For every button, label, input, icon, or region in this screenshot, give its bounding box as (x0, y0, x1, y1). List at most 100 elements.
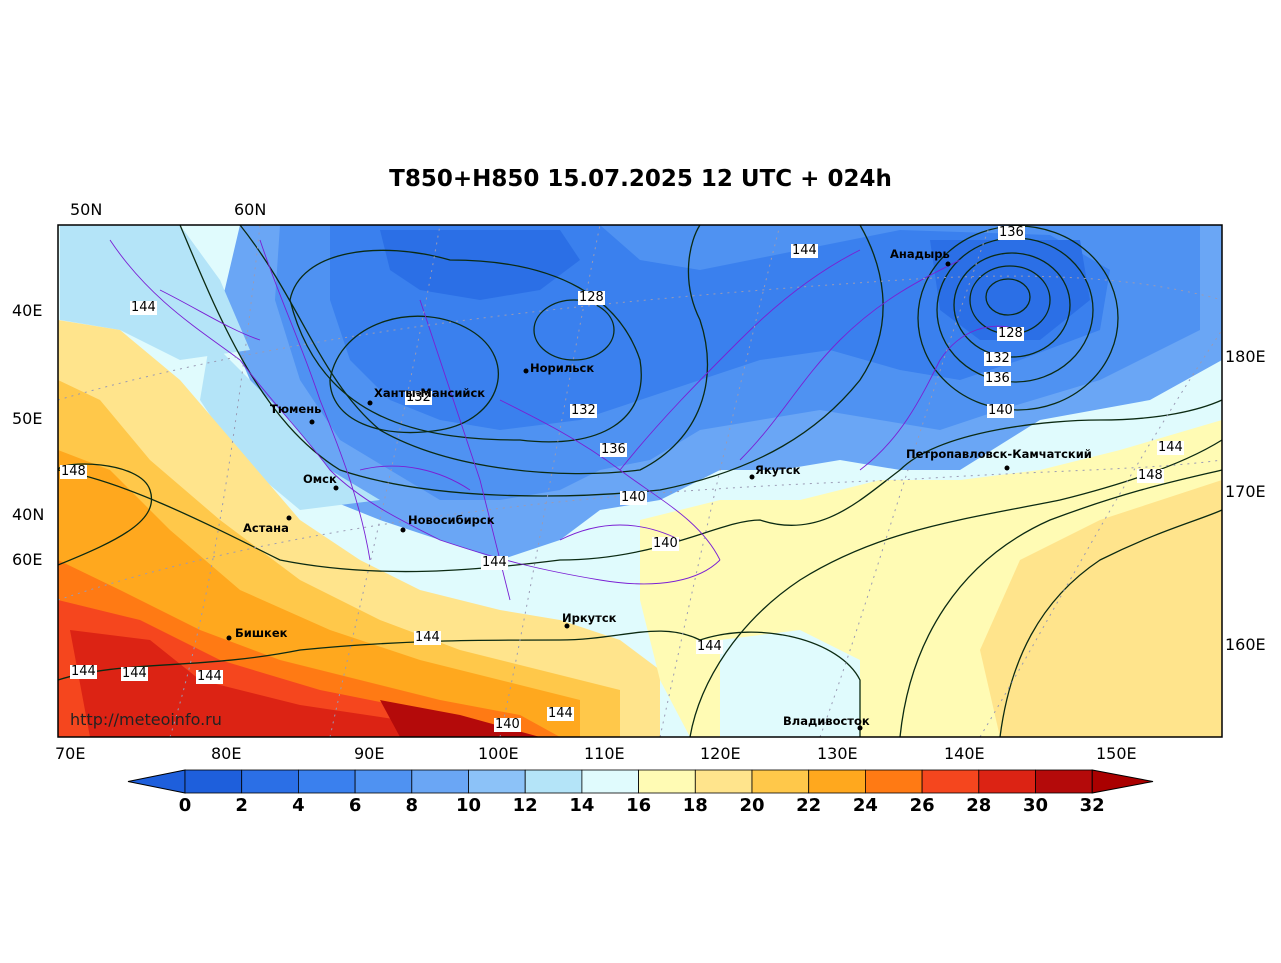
contour-value-label: 140 (620, 490, 647, 505)
colorbar-tick-label: 20 (739, 795, 765, 816)
city-dot (749, 474, 755, 480)
contour-value-label: 144 (696, 639, 723, 654)
contour-value-label: 144 (547, 706, 574, 721)
colorbar-tick-label: 30 (1022, 795, 1049, 816)
colorbar-tick-label: 22 (796, 795, 822, 816)
contour-value-label: 144 (196, 669, 223, 684)
contour-value-label: 136 (984, 371, 1011, 386)
bottom-axis-label: 90E (354, 744, 385, 763)
colorbar-segment (751, 769, 810, 794)
contour-value-label: 132 (570, 403, 597, 418)
contour-value-label: 132 (405, 390, 432, 405)
bottom-axis-label: 70E (55, 744, 86, 763)
contour-value-label: 128 (997, 326, 1024, 341)
colorbar-tick-label: 6 (348, 795, 362, 816)
contour-value-label: 144 (1157, 440, 1184, 455)
city-dot (226, 635, 232, 641)
map-title: T850+H850 15.07.2025 12 UTC + 024h (389, 166, 892, 192)
city-dot (286, 515, 292, 521)
contour-value-label: 136 (600, 442, 627, 457)
colorbar-segment (241, 769, 299, 794)
bottom-axis-label: 120E (700, 744, 741, 763)
left-axis-label: 60E (12, 550, 43, 569)
city-label: Норильск (530, 361, 595, 375)
contour-value-label: 132 (984, 351, 1011, 366)
colorbar-segment (354, 769, 413, 794)
right-axis-label: 180E (1225, 347, 1266, 366)
bottom-axis-label: 110E (584, 744, 625, 763)
colorbar-segment (468, 769, 526, 794)
city-dot (367, 400, 373, 406)
city-label: Иркутск (562, 611, 617, 625)
city-markers (226, 261, 1010, 731)
city-dot (945, 261, 951, 267)
bottom-axis-label: 80E (211, 744, 242, 763)
city-label: Владивосток (783, 714, 870, 728)
colorbar-segment (411, 769, 469, 794)
colorbar-tick-label: 4 (292, 795, 305, 816)
lat-label-top: 60N (234, 200, 267, 219)
colorbar-segment (865, 769, 923, 794)
contour-value-label: 148 (60, 464, 87, 479)
map-frame (57, 224, 1223, 738)
city-label: Астана (243, 521, 289, 535)
colorbar (127, 769, 1154, 794)
bottom-axis-label: 150E (1096, 744, 1137, 763)
city-label: Анадырь (890, 247, 950, 261)
left-axis-label: 50E (12, 409, 43, 428)
city-dot (1004, 465, 1010, 471)
right-axis-label: 160E (1225, 635, 1266, 654)
geopotential-contours (57, 224, 1223, 738)
colorbar-segment (1035, 769, 1093, 794)
lat-label-top: 50N (70, 200, 103, 219)
city-dot (333, 485, 339, 491)
colorbar-under-arrow (127, 769, 186, 794)
right-axis-label: 170E (1225, 482, 1266, 501)
colorbar-segment (581, 769, 640, 794)
colorbar-tick-label: 26 (909, 795, 935, 816)
city-label: Омск (303, 472, 337, 486)
colorbar-tick-label: 10 (455, 795, 482, 816)
colorbar-tick-label: 32 (1079, 795, 1105, 816)
contour-value-label: 140 (652, 536, 679, 551)
watermark: http://meteoinfo.ru (70, 710, 222, 729)
city-label: Ханты-Мансийск (374, 386, 486, 400)
bottom-axis-label: 100E (478, 744, 519, 763)
colorbar-over-arrow (1091, 769, 1154, 794)
contour-value-label: 144 (70, 664, 97, 679)
city-label: Якутск (755, 463, 801, 477)
city-label: Тюмень (270, 402, 322, 416)
city-dot (857, 725, 863, 731)
left-axis-label: 40E (12, 301, 43, 320)
contour-value-label: 140 (987, 403, 1014, 418)
contour-value-label: 144 (791, 243, 818, 258)
contour-value-label: 144 (130, 300, 157, 315)
colorbar-segment (978, 769, 1036, 794)
colorbar-tick-label: 8 (405, 795, 419, 816)
contour-value-label: 144 (414, 630, 441, 645)
left-axis-label: 40N (12, 505, 45, 524)
bottom-axis-label: 140E (944, 744, 985, 763)
city-label: Новосибирск (408, 513, 495, 527)
colorbar-tick-label: 16 (626, 795, 652, 816)
colorbar-segment (694, 769, 753, 794)
colorbar-segment (184, 769, 243, 794)
colorbar-segment (921, 769, 980, 794)
city-dot (309, 419, 315, 425)
contour-value-label: 144 (481, 555, 508, 570)
contour-value-label: 140 (494, 717, 521, 732)
contour-value-label: 136 (998, 225, 1025, 240)
colorbar-segment (638, 769, 696, 794)
colorbar-tick-label: 14 (569, 795, 595, 816)
colorbar-tick-label: 2 (235, 795, 248, 816)
city-dot (523, 368, 529, 374)
colorbar-segment (297, 769, 356, 794)
admin-borders (109, 239, 1021, 601)
city-label: Петропавловск-Камчатский (906, 447, 1092, 461)
lat-lon-grid (57, 224, 1223, 738)
contour-value-label: 128 (578, 290, 605, 305)
colorbar-segment (524, 769, 583, 794)
city-dot (564, 623, 570, 629)
contour-value-label: 144 (121, 666, 148, 681)
